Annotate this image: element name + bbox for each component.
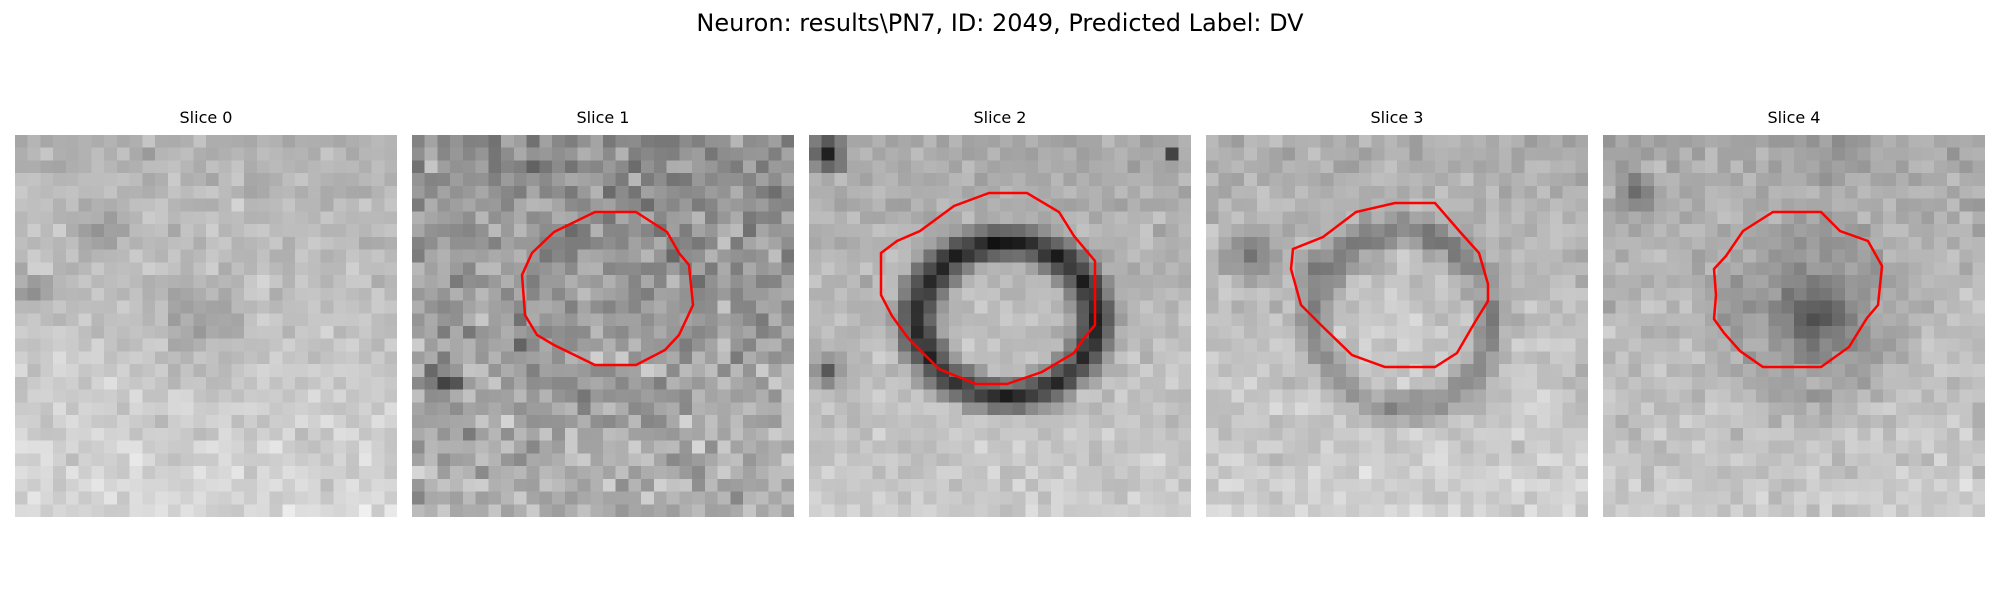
slice-title: Slice 0: [179, 108, 233, 127]
contour-overlay: [1712, 210, 1884, 369]
contour-overlay: [15, 135, 397, 517]
slice-title: Slice 3: [1370, 108, 1424, 127]
slice-title: Slice 4: [1767, 108, 1821, 127]
slice-image: [1206, 135, 1588, 517]
slice-title: Slice 1: [576, 108, 630, 127]
slice-panel-1: Slice 1: [412, 108, 794, 517]
contour-overlay: [879, 191, 1097, 386]
grayscale-image: [1603, 135, 1985, 517]
slice-image: [15, 135, 397, 517]
figure-title: Neuron: results\PN7, ID: 2049, Predicted…: [696, 9, 1304, 37]
slice-panel-4: Slice 4: [1603, 108, 1985, 517]
contour-polygon: [520, 210, 695, 367]
grayscale-image: [809, 135, 1191, 517]
slice-panel-2: Slice 2: [809, 108, 1191, 517]
slice-panel-3: Slice 3: [1206, 108, 1588, 517]
grayscale-image: [15, 135, 397, 517]
contour-polygon: [879, 191, 1097, 386]
grayscale-image: [412, 135, 794, 517]
slice-title: Slice 2: [973, 108, 1027, 127]
grayscale-image: [1206, 135, 1588, 517]
contour-overlay: [1289, 201, 1490, 369]
slice-panel-0: Slice 0: [15, 108, 397, 517]
contour-overlay: [520, 210, 695, 367]
slice-image: [809, 135, 1191, 517]
slice-image: [412, 135, 794, 517]
contour-polygon: [1712, 210, 1884, 369]
contour-polygon: [1289, 201, 1490, 369]
slice-image: [1603, 135, 1985, 517]
